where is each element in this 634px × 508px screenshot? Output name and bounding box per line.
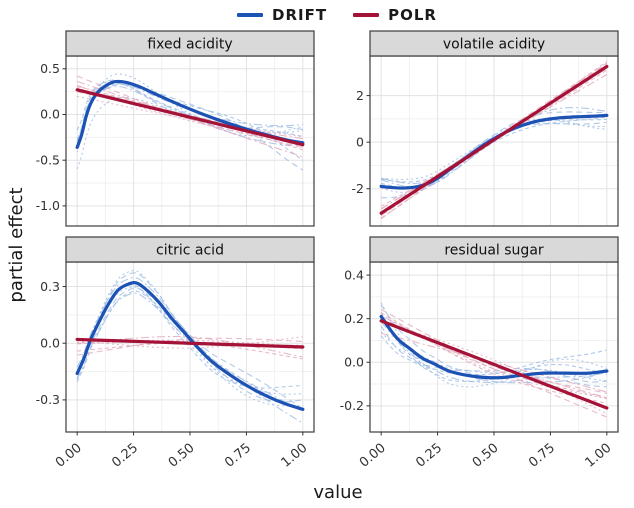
facet-strip <box>65 236 315 263</box>
x-tick-label: 0.00 <box>357 441 389 471</box>
series-line-polr <box>75 88 305 147</box>
legend-item-drift: DRIFT <box>237 6 327 24</box>
x-tick-label: 0.75 <box>222 441 254 471</box>
facet-strip <box>369 30 619 57</box>
replicate-line-drift <box>381 114 607 185</box>
series-line-polr <box>75 337 305 349</box>
replicate-line-drift <box>381 118 607 183</box>
gridlines <box>370 262 618 432</box>
y-tick-label: 0.5 <box>40 61 60 76</box>
drift-line-swatch <box>237 13 264 17</box>
y-tick-label: -1.0 <box>36 198 60 213</box>
x-tick-label: 0.25 <box>109 441 141 471</box>
series-line-drift <box>75 281 305 411</box>
y-tick-label: 2 <box>356 88 364 103</box>
replicate-line-drift <box>381 122 607 180</box>
replicate-line-polr <box>380 312 607 404</box>
facet-volatile-acidity: volatile acidity 2 0 -2 <box>352 30 619 227</box>
series-lines <box>75 79 305 149</box>
polr-line-swatch <box>353 13 380 17</box>
replicate-line-polr <box>380 315 607 399</box>
facet-strip-title: citric acid <box>156 243 224 259</box>
series-line-drift <box>379 314 609 380</box>
replicate-line-drift <box>76 270 303 407</box>
replicate-line-drift <box>380 312 607 383</box>
replicate-line-drift <box>76 79 303 141</box>
y-tick-label: 0.0 <box>344 354 364 369</box>
replicate-line-polr <box>77 95 303 138</box>
replicate-line-polr <box>380 317 608 418</box>
series-lines <box>75 281 305 411</box>
series-line-polr <box>379 64 609 215</box>
facet-strip-title: volatile acidity <box>443 37 545 53</box>
replicate-line-polr <box>381 332 607 393</box>
facet-grid: fixed acidity 0.5 0.0 -0.5 -1.0 volatile acid… <box>26 30 626 486</box>
x-tick-label: 0.00 <box>53 441 85 471</box>
facet-strip <box>65 30 315 57</box>
replicate-line-drift <box>381 111 607 199</box>
replicate-line-drift <box>380 331 607 382</box>
replicate-line-drift <box>380 302 608 388</box>
facet-strip <box>369 236 619 263</box>
x-tick-label: 0.25 <box>413 441 445 471</box>
series-line-polr <box>379 319 609 410</box>
x-tick-label: 1.00 <box>279 441 311 471</box>
replicate-line-drift <box>380 315 607 383</box>
x-tick-label: 0.50 <box>470 441 502 471</box>
y-tick-label: 0.0 <box>40 335 60 350</box>
series-lines <box>379 314 609 410</box>
legend: DRIFT POLR <box>40 2 634 28</box>
y-tick-label: 0.4 <box>344 267 364 282</box>
replicate-line-drift <box>380 118 607 194</box>
y-tick-label: -2 <box>352 181 364 196</box>
legend-label-polr: POLR <box>388 6 437 24</box>
legend-label-drift: DRIFT <box>272 6 328 24</box>
replicate-line-polr <box>380 320 608 415</box>
y-tick-label: 0.0 <box>40 107 60 122</box>
y-tick-label: -0.3 <box>36 392 60 407</box>
facet-strip-title: residual sugar <box>444 243 544 259</box>
replicate-line-drift <box>380 304 607 388</box>
replicate-line-drift <box>76 286 303 395</box>
y-tick-label: 0 <box>356 134 364 149</box>
replicate-line-drift <box>76 272 303 403</box>
y-axis-title: partial effect <box>6 187 27 303</box>
series-lines <box>379 64 609 215</box>
y-tick-label: 0.2 <box>344 311 364 326</box>
legend-item-polr: POLR <box>353 6 437 24</box>
replicate-line-polr <box>380 314 607 400</box>
replicate-line-polr <box>380 309 607 394</box>
x-axis-title: value <box>313 482 363 503</box>
x-tick-label: 1.00 <box>583 441 615 471</box>
replicate-line-drift <box>76 82 303 141</box>
y-tick-label: 0.3 <box>40 279 60 294</box>
replicate-line-drift <box>76 73 303 153</box>
y-tick-label: -0.5 <box>36 152 60 167</box>
replicate-line-polr <box>380 69 608 207</box>
replicate-line-polr <box>380 62 608 220</box>
replicate-line-drift <box>380 335 607 376</box>
facet-residual-sugar: residual sugar 0.4 0.2 0.0 -0.2 0.00 0.25 0.50 0… <box>340 236 619 471</box>
facet-strip-title: fixed acidity <box>147 37 232 53</box>
replicate-line-drift <box>76 290 304 410</box>
x-tick-label: 0.75 <box>526 441 558 471</box>
facet-citric-acid: citric acid 0.3 0.0 -0.3 0.00 0.25 0.50 0.75 1.0… <box>36 236 315 471</box>
x-tick-label: 0.50 <box>166 441 198 471</box>
y-tick-label: -0.2 <box>340 398 364 413</box>
facet-fixed-acidity: fixed acidity 0.5 0.0 -0.5 -1.0 <box>36 30 315 227</box>
replicate-line-drift <box>76 85 303 147</box>
